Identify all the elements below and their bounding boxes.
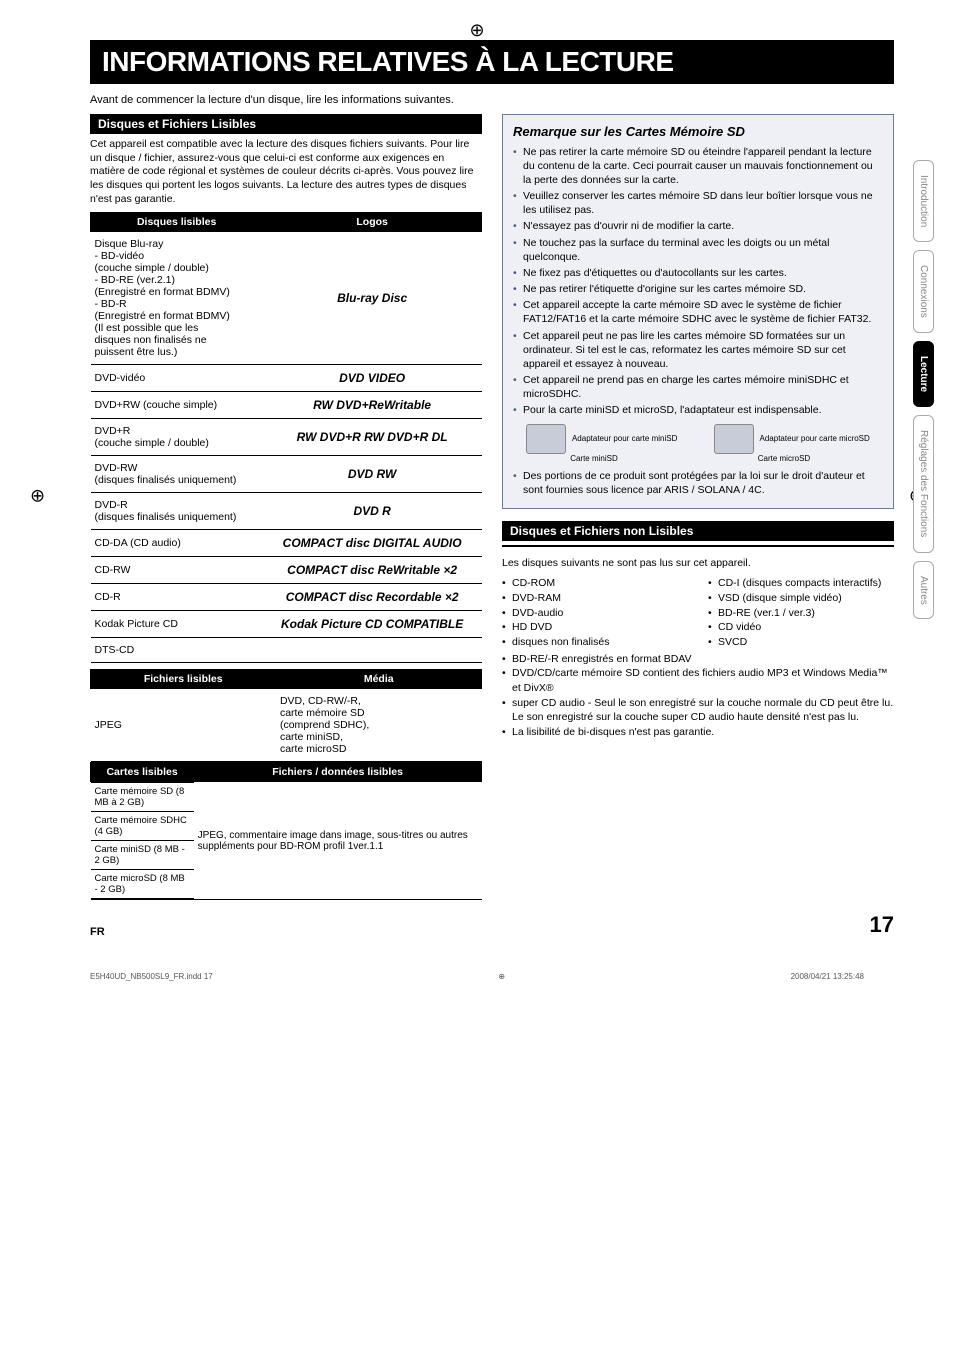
footer-page-number: 17: [870, 912, 894, 938]
disc-logo-cell: RW DVD+ReWritable: [263, 392, 482, 419]
discs-table: Disques lisibles Logos Disque Blu-ray - …: [90, 212, 482, 663]
sd-note-item: Cet appareil accepte la carte mémoire SD…: [513, 298, 883, 326]
unreadable-item: DVD/CD/carte mémoire SD contient des fic…: [502, 666, 894, 695]
minisd-adapter-icon: [526, 424, 566, 454]
discs-header-logo: Logos: [263, 213, 482, 232]
unreadable-item: CD-ROM: [502, 576, 688, 591]
cards-header-data: Fichiers / données lisibles: [194, 763, 482, 782]
minisd-adapter-label: Adaptateur pour carte miniSD: [572, 434, 677, 443]
section-readable-title: Disques et Fichiers Lisibles: [90, 114, 482, 134]
disc-logo-cell: RW DVD+R RW DVD+R DL: [263, 419, 482, 456]
sd-note-item: Ne pas retirer l'étiquette d'origine sur…: [513, 282, 883, 296]
unreadable-lists: CD-ROMDVD-RAMDVD-audioHD DVDdisques non …: [502, 576, 894, 740]
sd-note-item: Ne pas retirer la carte mémoire SD ou ét…: [513, 145, 883, 188]
disc-name-cell: CD-RW: [91, 557, 263, 584]
print-date: 2008/04/21 13:25:48: [791, 972, 864, 981]
disc-name-cell: CD-R: [91, 584, 263, 611]
disc-name-cell: DVD-vidéo: [91, 365, 263, 392]
disc-name-cell: DTS-CD: [91, 638, 263, 663]
sd-note-footer: Des portions de ce produit sont protégée…: [513, 469, 883, 497]
card-row: Carte miniSD (8 MB - 2 GB): [91, 841, 194, 870]
page-footer: FR 17: [90, 912, 894, 938]
unreadable-item: CD-I (disques compacts interactifs): [708, 576, 894, 591]
intro-text: Avant de commencer la lecture d'un disqu…: [90, 94, 894, 106]
adapter-diagram: Adaptateur pour carte miniSD Carte miniS…: [513, 424, 883, 464]
page-content: INFORMATIONS RELATIVES À LA LECTURE Avan…: [0, 0, 954, 968]
side-tab[interactable]: Autres: [913, 561, 934, 620]
section-unreadable-intro: Les disques suivants ne sont pas lus sur…: [502, 557, 894, 571]
disc-name-cell: DVD-R (disques finalisés uniquement): [91, 493, 263, 530]
sd-note-item: Ne touchez pas la surface du terminal av…: [513, 236, 883, 264]
file-row-media: DVD, CD-RW/-R, carte mémoire SD (compren…: [276, 689, 482, 762]
discs-header-name: Disques lisibles: [91, 213, 263, 232]
side-tab[interactable]: Réglages des Fonctions: [913, 415, 934, 552]
footer-lang: FR: [90, 926, 105, 938]
section-unreadable-title: Disques et Fichiers non Lisibles: [502, 521, 894, 541]
disc-name-cell: CD-DA (CD audio): [91, 530, 263, 557]
sd-note-title: Remarque sur les Cartes Mémoire SD: [513, 123, 883, 141]
card-row: Carte mémoire SD (8 MB à 2 GB): [91, 783, 194, 812]
microsd-adapter-icon: [714, 424, 754, 454]
unreadable-item: CD vidéo: [708, 620, 894, 635]
disc-logo-cell: COMPACT disc DIGITAL AUDIO: [263, 530, 482, 557]
disc-name-cell: Kodak Picture CD: [91, 611, 263, 638]
card-row: Carte microSD (8 MB - 2 GB): [91, 870, 194, 899]
microsd-adapter-label: Adaptateur pour carte microSD: [760, 434, 870, 443]
section-readable-body: Cet appareil est compatible avec la lect…: [90, 138, 482, 206]
disc-logo-cell: COMPACT disc Recordable ×2: [263, 584, 482, 611]
sd-note-box: Remarque sur les Cartes Mémoire SD Ne pa…: [502, 114, 894, 509]
unreadable-item: disques non finalisés: [502, 635, 688, 650]
cards-table: Cartes lisibles Fichiers / données lisib…: [90, 762, 482, 900]
disc-logo-cell: COMPACT disc ReWritable ×2: [263, 557, 482, 584]
left-column: Disques et Fichiers Lisibles Cet apparei…: [90, 114, 482, 900]
disc-logo-cell: Blu-ray Disc: [263, 232, 482, 365]
microsd-card-label: Carte microSD: [758, 454, 810, 463]
files-table: Fichiers lisibles Média JPEG DVD, CD-RW/…: [90, 669, 482, 762]
cards-header-name: Cartes lisibles: [91, 763, 194, 782]
unreadable-item: super CD audio - Seul le son enregistré …: [502, 696, 894, 725]
disc-name-cell: DVD+RW (couche simple): [91, 392, 263, 419]
side-tab[interactable]: Introduction: [913, 160, 934, 242]
page-title: INFORMATIONS RELATIVES À LA LECTURE: [90, 40, 894, 84]
sd-note-item: Veuillez conserver les cartes mémoire SD…: [513, 189, 883, 217]
print-crop-bottom: ⊕: [498, 972, 505, 981]
disc-name-cell: DVD+R (couche simple / double): [91, 419, 263, 456]
cards-data-cell: JPEG, commentaire image dans image, sous…: [194, 782, 482, 900]
sd-note-item: Pour la carte miniSD et microSD, l'adapt…: [513, 403, 883, 417]
disc-logo-cell: [263, 638, 482, 663]
files-header-name: Fichiers lisibles: [91, 670, 276, 689]
unreadable-item: BD-RE/-R enregistrés en format BDAV: [502, 652, 894, 667]
file-row-name: JPEG: [91, 689, 276, 762]
sd-note-list: Ne pas retirer la carte mémoire SD ou ét…: [513, 145, 883, 418]
unreadable-item: DVD-audio: [502, 606, 688, 621]
sd-note-item: Cet appareil peut ne pas lire les cartes…: [513, 329, 883, 372]
disc-logo-cell: DVD R: [263, 493, 482, 530]
side-tab[interactable]: Connexions: [913, 250, 934, 333]
sd-note-item: N'essayez pas d'ouvrir ni de modifier la…: [513, 219, 883, 233]
side-tabs: Introduction Connexions Lecture Réglages de…: [913, 160, 934, 619]
sd-note-item: Ne fixez pas d'étiquettes ou d'autocolla…: [513, 266, 883, 280]
card-row: Carte mémoire SDHC (4 GB): [91, 812, 194, 841]
disc-name-cell: Disque Blu-ray - BD-vidéo (couche simple…: [91, 232, 263, 365]
separator: [502, 545, 894, 547]
files-header-media: Média: [276, 670, 482, 689]
unreadable-item: VSD (disque simple vidéo): [708, 591, 894, 606]
side-tab[interactable]: Lecture: [913, 341, 934, 407]
print-file: E5H40UD_NB500SL9_FR.indd 17: [90, 972, 213, 981]
unreadable-item: HD DVD: [502, 620, 688, 635]
unreadable-item: DVD-RAM: [502, 591, 688, 606]
sd-note-item: Cet appareil ne prend pas en charge les …: [513, 373, 883, 401]
disc-logo-cell: DVD VIDEO: [263, 365, 482, 392]
unreadable-item: SVCD: [708, 635, 894, 650]
disc-name-cell: DVD-RW (disques finalisés uniquement): [91, 456, 263, 493]
unreadable-item: BD-RE (ver.1 / ver.3): [708, 606, 894, 621]
disc-logo-cell: Kodak Picture CD COMPATIBLE: [263, 611, 482, 638]
print-footer: E5H40UD_NB500SL9_FR.indd 17 ⊕ 2008/04/21…: [0, 968, 954, 991]
right-column: Remarque sur les Cartes Mémoire SD Ne pa…: [502, 114, 894, 900]
minisd-card-label: Carte miniSD: [570, 454, 618, 463]
disc-logo-cell: DVD RW: [263, 456, 482, 493]
unreadable-item: La lisibilité de bi-disques n'est pas ga…: [502, 725, 894, 740]
